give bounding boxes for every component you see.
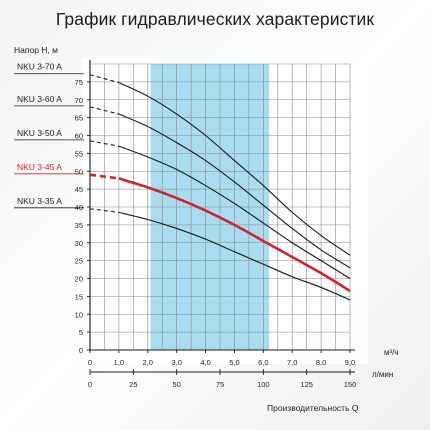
y-tick-label: 75	[75, 78, 83, 87]
x-tick-label: 1,0	[114, 358, 124, 367]
x2-tick-label: 25	[129, 380, 137, 389]
series-nku-3-70-a-line	[118, 82, 351, 256]
x2-tick-label: 50	[172, 380, 180, 389]
y-tick-label: 25	[75, 257, 83, 266]
x2-tick-label: 100	[257, 380, 270, 389]
y-axis-title: Напор H, м	[14, 45, 58, 55]
x2-tick-label: 0	[88, 380, 92, 389]
x-tick-label: 5,0	[229, 358, 239, 367]
y-tick-label: 50	[75, 167, 83, 176]
y-tick-label: 70	[75, 96, 83, 105]
y-tick-label: 10	[75, 310, 83, 319]
series-nku-3-50-a-dashed	[89, 140, 119, 147]
series-nku-3-35-a-dashed	[89, 208, 119, 213]
series-label-nku-3-70-a: NKU 3-70 A	[17, 62, 62, 72]
series-nku-3-50-a-line	[118, 145, 351, 279]
x2-tick-label: 75	[216, 380, 224, 389]
series-nku-3-45-a-dashed	[89, 173, 120, 180]
series-nku-3-60-a-line	[118, 113, 351, 269]
y-tick-label: 15	[75, 292, 83, 301]
y-tick-label: 65	[75, 114, 83, 123]
x-tick-label: 9,0	[345, 358, 355, 367]
x2-tick-label: 125	[300, 380, 313, 389]
y-tick-label: 45	[75, 185, 83, 194]
series-label-nku-3-35-a: NKU 3-35 A	[17, 196, 62, 206]
series-nku-3-35-a-line	[118, 211, 351, 301]
chart-title: График гидравлических характеристик	[55, 9, 375, 29]
y-tick-label: 35	[75, 221, 83, 230]
series-nku-3-60-a-dashed	[89, 106, 120, 115]
y-tick-label: 60	[75, 132, 83, 141]
y-tick-label: 55	[75, 149, 83, 158]
x-tick-label: 3,0	[171, 358, 181, 367]
series-label-nku-3-45-a: NKU 3-45 A	[17, 162, 62, 172]
series-label-nku-3-50-a: NKU 3-50 A	[17, 128, 62, 138]
x2-unit-label: л/мин	[372, 370, 393, 379]
x-tick-label: 6,0	[258, 358, 268, 367]
series-nku-3-45-a-line	[118, 177, 351, 293]
series-nku-3-70-a-dashed	[89, 74, 120, 84]
y-tick-label: 0	[79, 346, 83, 355]
x-tick-label: 7,0	[287, 358, 297, 367]
x-tick-label: 2,0	[143, 358, 153, 367]
x-unit-label: м³/ч	[384, 348, 399, 357]
x-axis-title: Производительность Q	[267, 403, 359, 413]
x2-tick-label: 150	[344, 380, 357, 389]
y-tick-label: 20	[75, 275, 83, 284]
y-tick-label: 30	[75, 239, 83, 248]
x-tick-label: 0	[88, 358, 92, 367]
y-tick-label: 5	[79, 328, 83, 337]
x-tick-label: 8,0	[316, 358, 326, 367]
x-tick-label: 4,0	[200, 358, 210, 367]
series-label-nku-3-60-a: NKU 3-60 A	[17, 94, 62, 104]
